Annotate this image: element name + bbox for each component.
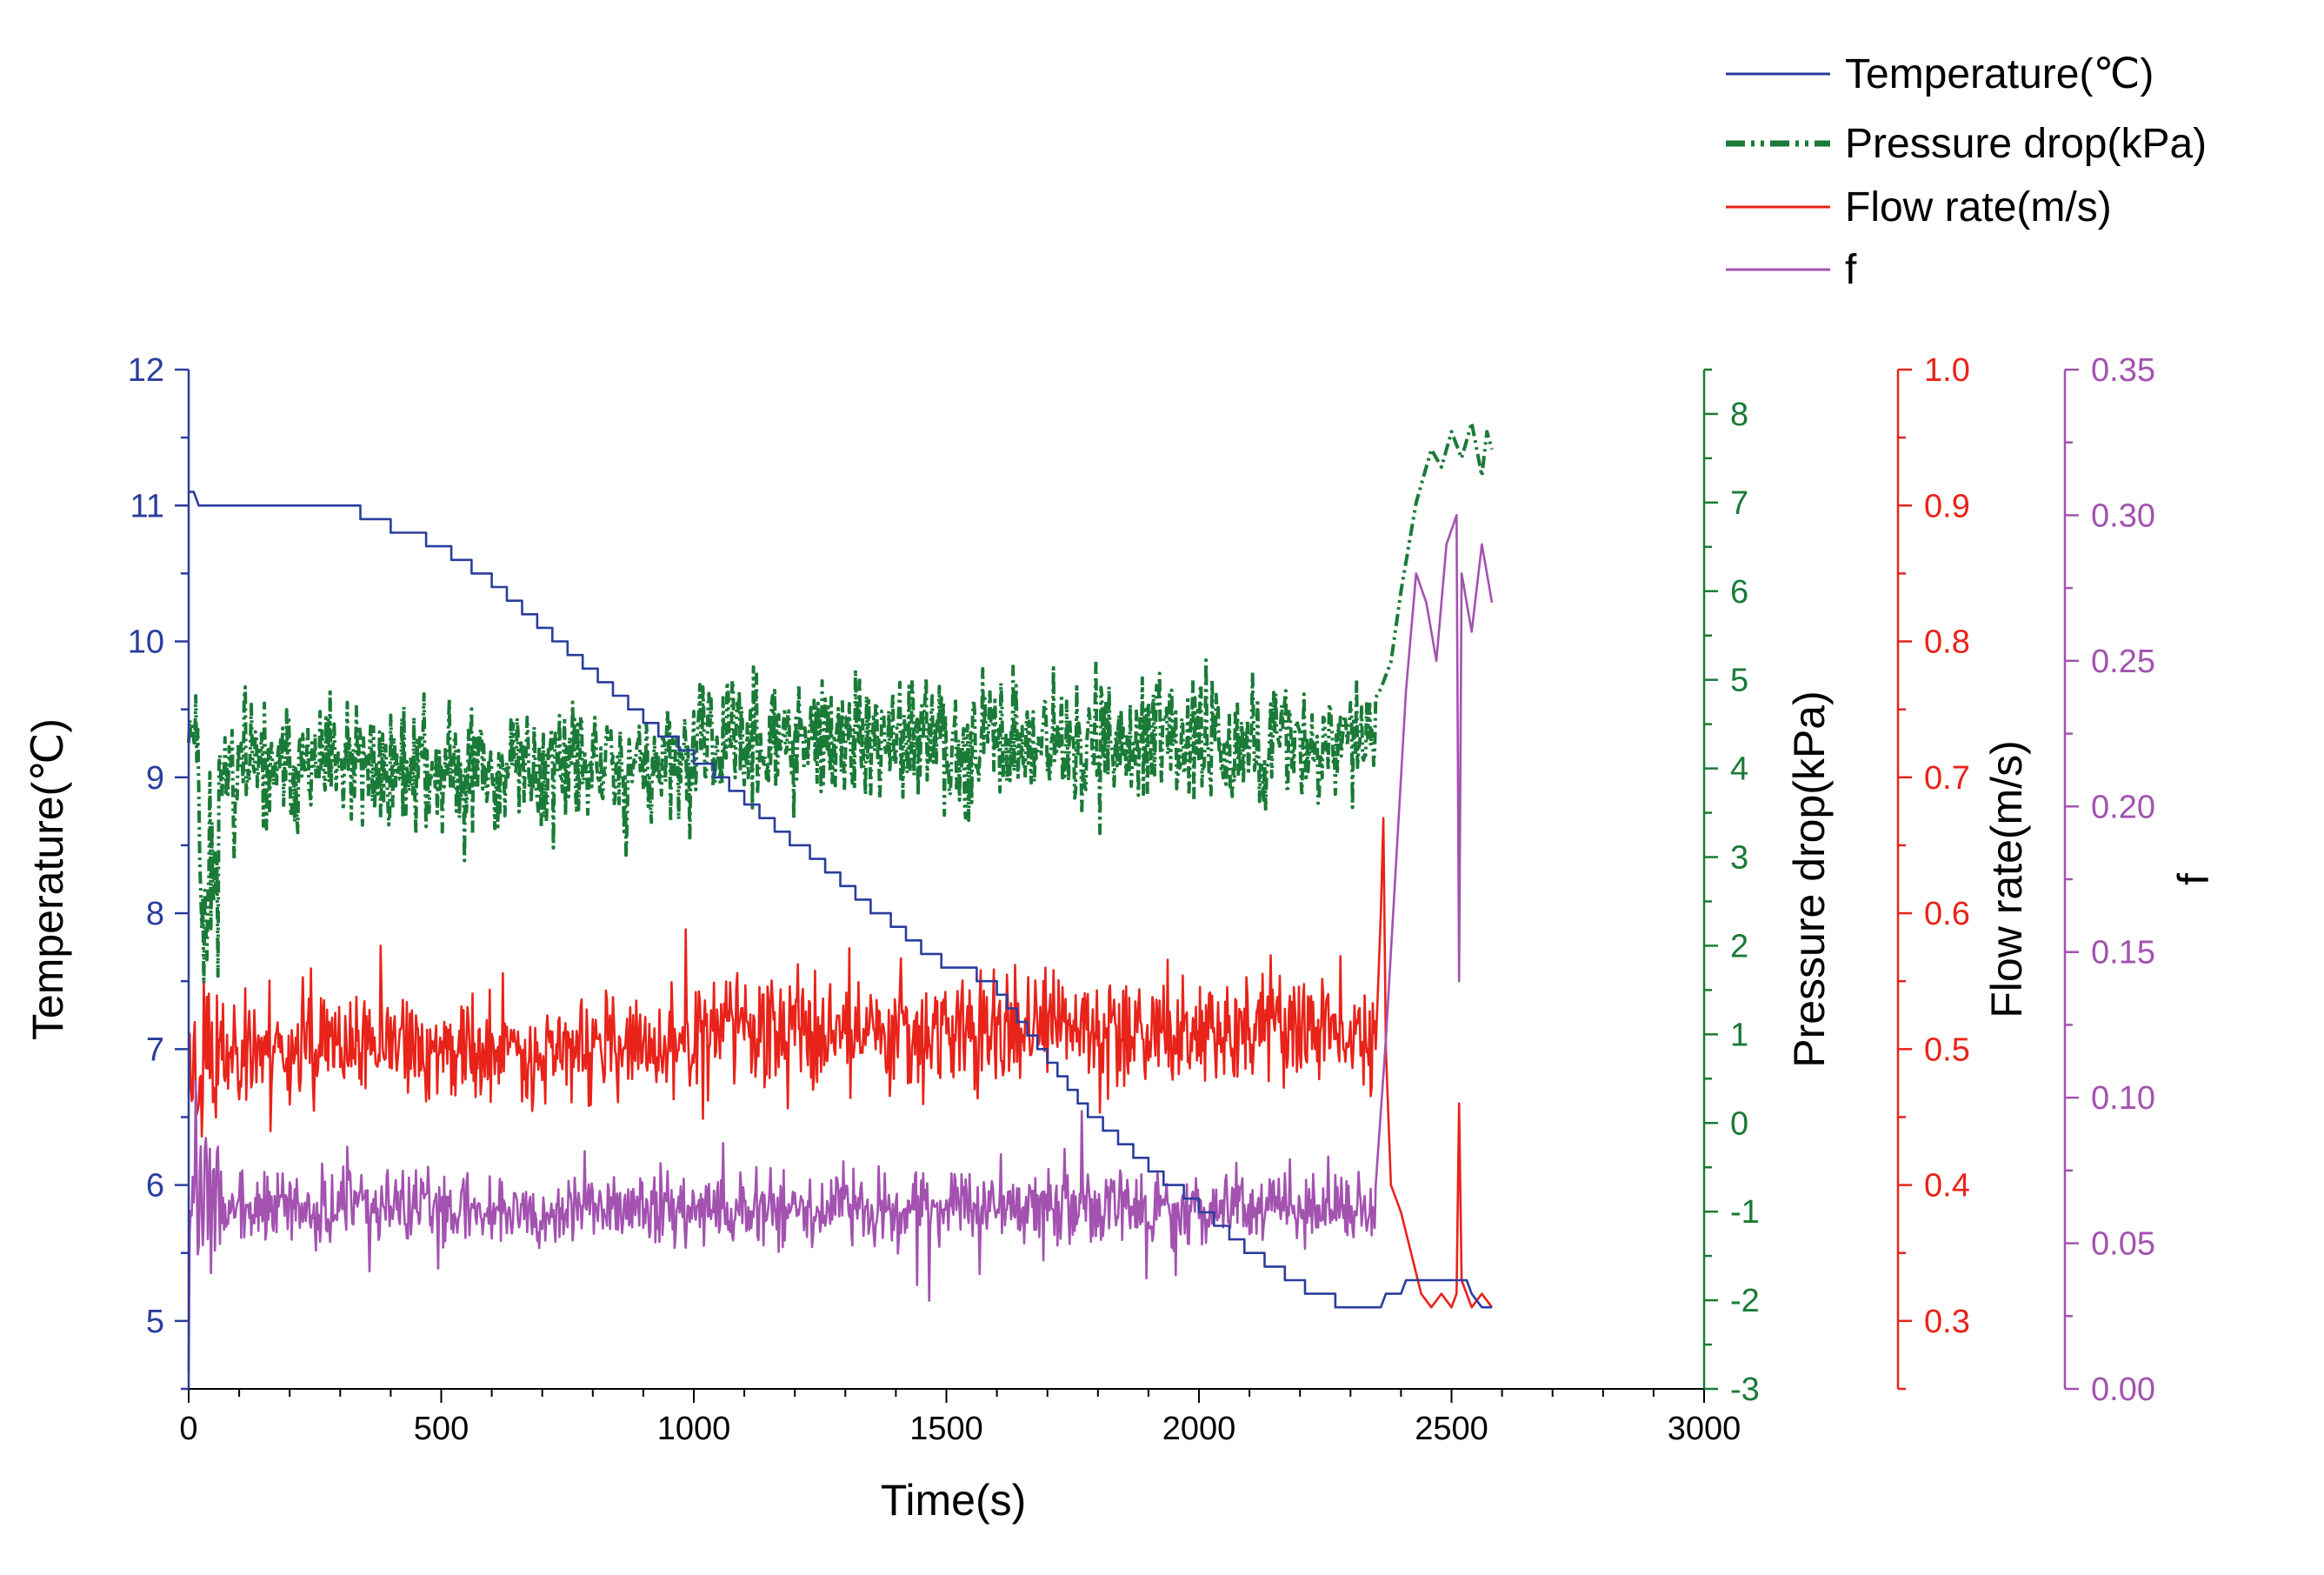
flow-tick-label: 0.4 [1924,1168,1970,1205]
flow-tick-label: 0.5 [1924,1031,1970,1068]
f-tick-label: 0.25 [2091,644,2155,680]
flow-tick-label: 1.0 [1924,352,1970,389]
dp-tick-label: 5 [1730,663,1748,699]
f-axis-title-group: f [2169,873,2218,885]
f-axis-title: f [2169,873,2218,885]
dp-tick-label: 6 [1730,574,1748,611]
temp-tick-label: 6 [146,1168,164,1205]
temp-tick-label: 8 [146,896,164,932]
legend-layer: Temperature(℃) Pressure drop(kPa) Flow rat… [1726,51,2207,293]
f-tick-label: 0.00 [2091,1371,2155,1408]
dp-tick-label: 3 [1730,840,1748,877]
x-tick-label: 2500 [1415,1411,1488,1447]
temp-tick-label: 5 [146,1304,164,1340]
dp-tick-label: -2 [1730,1283,1760,1319]
f-tick-label: 0.10 [2091,1080,2155,1117]
legend-label: Temperature(℃) [1845,51,2154,97]
x-tick-label: 0 [179,1411,197,1447]
f-tick-label: 0.15 [2091,935,2155,971]
x-axis-title: Time(s) [881,1476,1027,1525]
x-tick-label: 1000 [657,1411,731,1447]
temp-tick-label: 10 [128,624,164,661]
legend-label: Pressure drop(kPa) [1845,121,2207,167]
dp-tick-label: 4 [1730,751,1748,788]
f-tick-label: 0.05 [2091,1226,2155,1263]
temp-axis-title-group: Temperature(℃) [23,718,72,1040]
dp-tick-label: 0 [1730,1105,1748,1142]
dp-axis-title-group: Pressure drop(kPa) [1785,691,1834,1068]
flow-axis-title: Flow rate(m/s) [1982,740,2031,1018]
series-line-dp [187,421,1494,986]
f-tick-label: 0.20 [2091,789,2155,825]
temp-axis-title: Temperature(℃) [23,718,72,1040]
legend-label: Flow rate(m/s) [1845,184,2112,230]
x-tick-label: 3000 [1668,1411,1741,1447]
x-tick-label: 1500 [909,1411,983,1447]
series-line-temp [189,491,1492,1309]
temp-tick-label: 9 [146,760,164,797]
x-tick-label: 2000 [1162,1411,1236,1447]
dp-tick-label: 2 [1730,928,1748,964]
flow-tick-label: 0.7 [1924,760,1970,797]
flow-tick-label: 0.3 [1924,1304,1970,1340]
series-line-f [187,514,1494,1372]
temp-tick-label: 11 [130,488,164,524]
plot-lines [187,421,1494,1372]
flow-axis-title-group: Flow rate(m/s) [1982,740,2031,1018]
dp-tick-label: 7 [1730,485,1748,522]
dp-tick-label: 8 [1730,397,1748,433]
f-tick-label: 0.30 [2091,497,2155,534]
flow-tick-label: 0.6 [1924,896,1970,932]
temp-tick-label: 12 [128,352,164,389]
dp-tick-label: 1 [1730,1017,1748,1053]
dp-tick-label: -3 [1730,1371,1760,1408]
axes-layer: 0 500 1000 1500 2000 2500 3000Time(s)567891011… [23,352,2218,1525]
series-line-flow [187,817,1494,1309]
dp-tick-label: -1 [1730,1194,1760,1231]
dp-axis-title: Pressure drop(kPa) [1785,691,1834,1068]
f-tick-label: 0.35 [2091,352,2155,389]
legend-label: f [1845,247,1857,293]
temp-tick-label: 7 [146,1031,164,1068]
flow-tick-label: 0.9 [1924,488,1970,524]
x-tick-label: 500 [414,1411,469,1447]
flow-tick-label: 0.8 [1924,624,1970,661]
